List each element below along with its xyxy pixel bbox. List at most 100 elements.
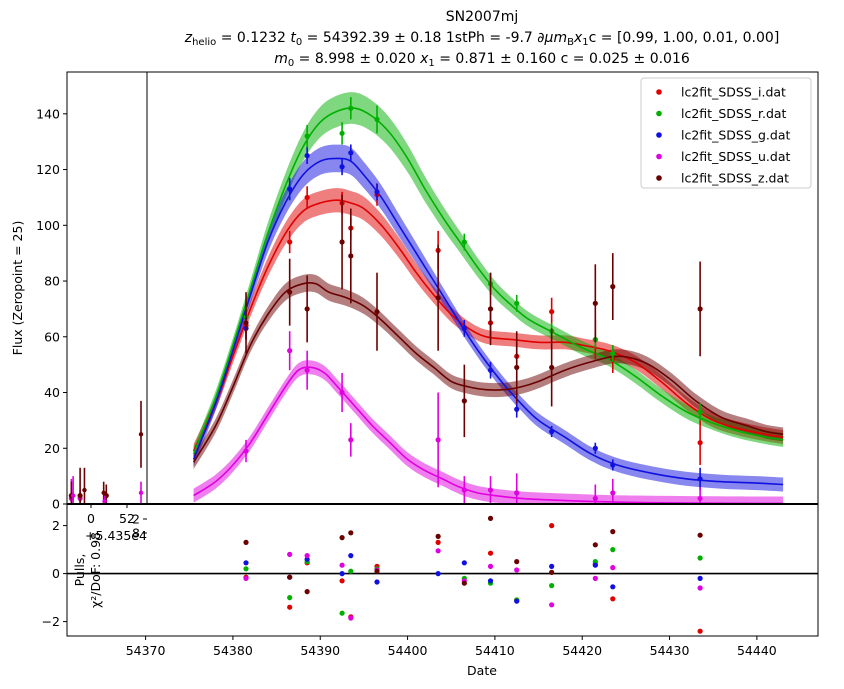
data-point	[304, 153, 310, 159]
inset-offset-label: +5.435e4	[85, 528, 147, 543]
pull-point	[348, 615, 354, 621]
pull-point	[697, 585, 703, 591]
data-point	[304, 306, 310, 312]
data-point	[243, 448, 249, 454]
data-point	[287, 348, 293, 354]
data-point	[549, 309, 555, 315]
inset-point	[101, 490, 106, 496]
pull-point	[304, 556, 310, 562]
data-point	[592, 445, 598, 451]
pull-point	[514, 567, 520, 573]
pull-point	[348, 530, 354, 536]
flux-y-axis-label: Flux (Zeropoint = 25)	[10, 221, 25, 356]
model-curve-0	[192, 199, 784, 452]
model-band-1	[193, 92, 784, 461]
pulls-panel-frame	[66, 503, 819, 637]
pull-point	[348, 553, 354, 559]
pull-y-tick-label: 0	[52, 566, 60, 581]
pull-point	[243, 560, 249, 566]
pull-point	[435, 571, 441, 577]
pull-point	[549, 563, 555, 570]
pull-point	[304, 553, 310, 559]
data-point	[304, 194, 310, 201]
data-point	[348, 437, 354, 443]
model-curve-2	[192, 157, 784, 486]
inset-points	[70, 400, 144, 504]
x-tick-label: 54400	[388, 643, 428, 658]
pull-point	[339, 578, 345, 584]
chart-title-block: SN2007mj zhelio = 0.1232 t0 = 54392.39 ±…	[184, 9, 780, 69]
data-point	[339, 389, 345, 396]
data-point	[304, 133, 310, 139]
data-point	[592, 300, 598, 306]
data-point	[435, 437, 441, 443]
pull-point	[610, 565, 616, 571]
pull-point	[348, 568, 354, 574]
data-point	[514, 490, 520, 496]
flux-y-axis: 0 20 40 60 80 100 120 140	[36, 106, 67, 512]
pull-point	[487, 563, 494, 570]
pull-point	[549, 583, 555, 589]
inset-y-tick-label: 2	[132, 512, 140, 527]
data-point	[592, 495, 598, 502]
data-point	[697, 409, 703, 415]
data-point	[610, 462, 616, 468]
legend-entry: lc2fit_SDSS_z.dat	[681, 171, 789, 186]
data-point	[697, 476, 703, 482]
legend: lc2fit_SDSS_i.dat lc2fit_SDSS_r.dat lc2fit…	[640, 77, 812, 189]
pull-point	[487, 550, 494, 556]
model-band-3	[193, 360, 784, 504]
data-point	[339, 239, 345, 245]
pull-point	[697, 555, 703, 561]
pull-point	[374, 568, 380, 574]
data-point	[348, 253, 354, 259]
data-point	[287, 289, 293, 295]
data-point	[461, 325, 467, 332]
x-tick-label: 54430	[650, 643, 690, 658]
pull-point	[243, 539, 249, 546]
data-point	[339, 130, 345, 136]
data-point	[339, 164, 345, 170]
data-point	[287, 239, 293, 245]
inset-y-tick-label: 8	[132, 526, 140, 541]
x-tick-label: 54420	[562, 643, 602, 658]
model-curve-4	[192, 281, 784, 463]
data-point	[304, 367, 310, 373]
data-point	[348, 150, 354, 156]
pull-point	[514, 559, 520, 565]
pull-point	[287, 595, 293, 601]
data-point	[514, 406, 520, 412]
chart-subtitle-line-2: m0 = 8.998 ± 0.020 x1 = 0.871 ± 0.160 c …	[274, 51, 690, 69]
pull-point	[287, 551, 293, 558]
chart-subtitle-line-1: zhelio = 0.1232 t0 = 54392.39 ± 0.18 1st…	[184, 30, 780, 48]
data-point	[461, 239, 467, 245]
legend-marker	[656, 89, 662, 95]
data-point	[610, 350, 616, 357]
pull-y-tick-label: 2	[52, 518, 60, 533]
y-tick-label: 40	[44, 385, 60, 400]
pull-point	[697, 628, 703, 634]
pull-point	[435, 548, 441, 554]
pull-point	[697, 575, 703, 582]
inset-x-tick-label: 52	[119, 511, 135, 526]
x-axis-label: Date	[467, 663, 497, 678]
flux-panel: 0 20 40 60 80 100 120 140 Flux (Zeropoint = 25)…	[10, 71, 819, 512]
pull-point	[243, 575, 249, 582]
legend-marker	[656, 110, 662, 117]
x-tick-label: 54380	[213, 643, 253, 658]
x-tick-label: 54370	[126, 643, 166, 658]
x-tick-label: 54390	[300, 643, 340, 658]
pull-point	[243, 566, 249, 572]
pull-point	[287, 574, 293, 580]
y-tick-label: 60	[44, 329, 60, 344]
data-point	[610, 490, 616, 496]
legend-marker	[656, 132, 662, 138]
model-curve-1	[192, 107, 784, 455]
pull-point	[549, 602, 555, 608]
inset-frame	[66, 71, 148, 505]
pull-point	[592, 575, 598, 582]
legend-marker	[656, 153, 662, 160]
legend-marker	[656, 175, 662, 181]
y-tick-label: 20	[44, 441, 60, 456]
data-point	[243, 320, 249, 326]
